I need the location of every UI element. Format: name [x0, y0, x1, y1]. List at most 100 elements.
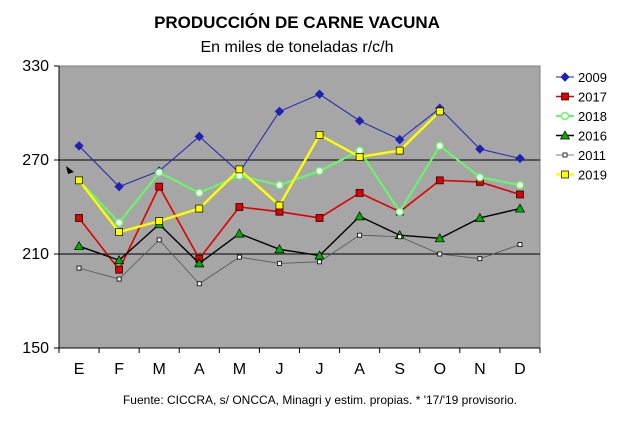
legend-label: 2018: [578, 109, 607, 124]
source-note: Fuente: CICCRA, s/ ONCCA, Minagri y esti…: [123, 393, 517, 407]
legend-label: 2011: [578, 148, 606, 163]
data-point-2019: [435, 107, 444, 116]
legend-label: 2017: [578, 90, 607, 105]
data-point-2016: [474, 212, 485, 222]
legend-marker: [562, 152, 568, 158]
y-tick-label: 150: [22, 340, 49, 357]
data-point-2009: [114, 181, 124, 192]
chart-title: PRODUCCIÓN DE CARNE VACUNA: [154, 13, 440, 32]
data-point-2019: [315, 131, 324, 139]
data-point-2011: [156, 237, 162, 243]
data-point-2009: [515, 153, 525, 164]
x-tick-label: M: [153, 361, 166, 378]
data-point-2009: [74, 141, 84, 151]
data-point-2019: [195, 204, 204, 213]
x-tick-label: S: [394, 361, 405, 378]
data-point-2018: [435, 141, 445, 151]
data-point-2017: [235, 203, 244, 211]
x-tick-label: O: [434, 361, 446, 378]
data-point-2016: [234, 228, 245, 238]
data-point-2018: [395, 207, 404, 216]
x-tick-label: J: [316, 361, 324, 378]
data-point-2016: [194, 258, 205, 268]
data-point-2009: [194, 131, 204, 142]
data-point-2019: [355, 153, 364, 161]
y-tick-label: 330: [22, 58, 49, 75]
data-point-2017: [315, 214, 324, 222]
series-line-2011: [78, 234, 521, 285]
data-point-2018: [195, 188, 204, 198]
data-point-2009: [475, 144, 485, 154]
data-point-2016: [73, 240, 85, 251]
legend: 2009 2017 2018 2016 2011 2019: [556, 70, 607, 183]
series-layer: [66, 89, 526, 287]
data-point-2017: [355, 189, 364, 197]
annotation-arrow: [66, 166, 74, 174]
data-point-2017: [115, 265, 123, 274]
series-line-2016: [78, 207, 521, 265]
legend-label: 2009: [578, 70, 607, 85]
data-point-2016: [514, 203, 526, 213]
series-line-2009: [78, 93, 521, 188]
data-point-2011: [277, 260, 282, 266]
data-point-2009: [354, 116, 365, 126]
data-point-2016: [314, 250, 325, 260]
data-point-2018: [475, 172, 485, 182]
data-point-2017: [75, 214, 83, 222]
legend-label: 2016: [578, 129, 607, 144]
data-point-2016: [274, 244, 285, 254]
series-line-2019: [78, 110, 441, 234]
series-line-2018: [78, 144, 521, 224]
plot-area: [58, 65, 541, 349]
legend-marker: [559, 130, 571, 140]
legend-item-2011: 2011: [556, 148, 606, 163]
data-point-2011: [477, 256, 483, 262]
x-tick-label: A: [354, 361, 365, 378]
data-point-2011: [317, 259, 322, 265]
data-point-2019: [235, 165, 244, 174]
x-tick-label: A: [194, 361, 205, 378]
data-point-2019: [155, 217, 164, 225]
series-line-2017: [78, 179, 521, 271]
data-point-2018: [275, 180, 284, 190]
legend-marker: [560, 111, 570, 121]
series-2011: [76, 232, 523, 287]
data-point-2011: [236, 254, 242, 260]
legend-marker: [560, 72, 570, 82]
legend-item-2019: 2019: [556, 168, 607, 183]
data-point-2019: [275, 201, 284, 210]
data-point-2011: [116, 276, 122, 282]
data-point-2018: [114, 218, 124, 227]
data-point-2019: [115, 228, 123, 236]
legend-item-2009: 2009: [556, 70, 607, 85]
data-point-2016: [354, 211, 365, 221]
legend-marker: [561, 92, 569, 101]
x-tick-label: F: [114, 361, 124, 378]
x-tick-label: E: [74, 361, 85, 378]
series-2018: [74, 141, 525, 227]
data-point-2011: [517, 242, 523, 248]
legend-item-2017: 2017: [556, 90, 607, 105]
data-point-2011: [397, 234, 403, 240]
data-point-2011: [357, 232, 363, 238]
legend-label: 2019: [578, 168, 607, 183]
legend-marker: [561, 170, 569, 179]
axes: 150 210 270 330 E F M A M J J A S O N D: [22, 58, 541, 378]
data-point-2011: [76, 265, 82, 271]
data-point-2018: [515, 180, 525, 190]
data-point-2016: [114, 255, 125, 265]
x-tick-label: J: [275, 361, 283, 378]
y-tick-label: 210: [22, 246, 49, 263]
data-point-2017: [435, 176, 444, 185]
x-tick-label: M: [233, 361, 246, 378]
y-tick-label: 270: [22, 152, 49, 169]
data-point-2017: [155, 182, 164, 191]
data-point-2011: [437, 251, 443, 257]
data-point-2019: [75, 176, 83, 185]
x-tick-label: N: [474, 361, 486, 378]
data-point-2016: [434, 233, 445, 243]
legend-item-2018: 2018: [556, 109, 607, 124]
chart-subtitle: En miles de toneladas r/c/h: [201, 39, 394, 56]
x-tick-label: D: [514, 361, 526, 378]
